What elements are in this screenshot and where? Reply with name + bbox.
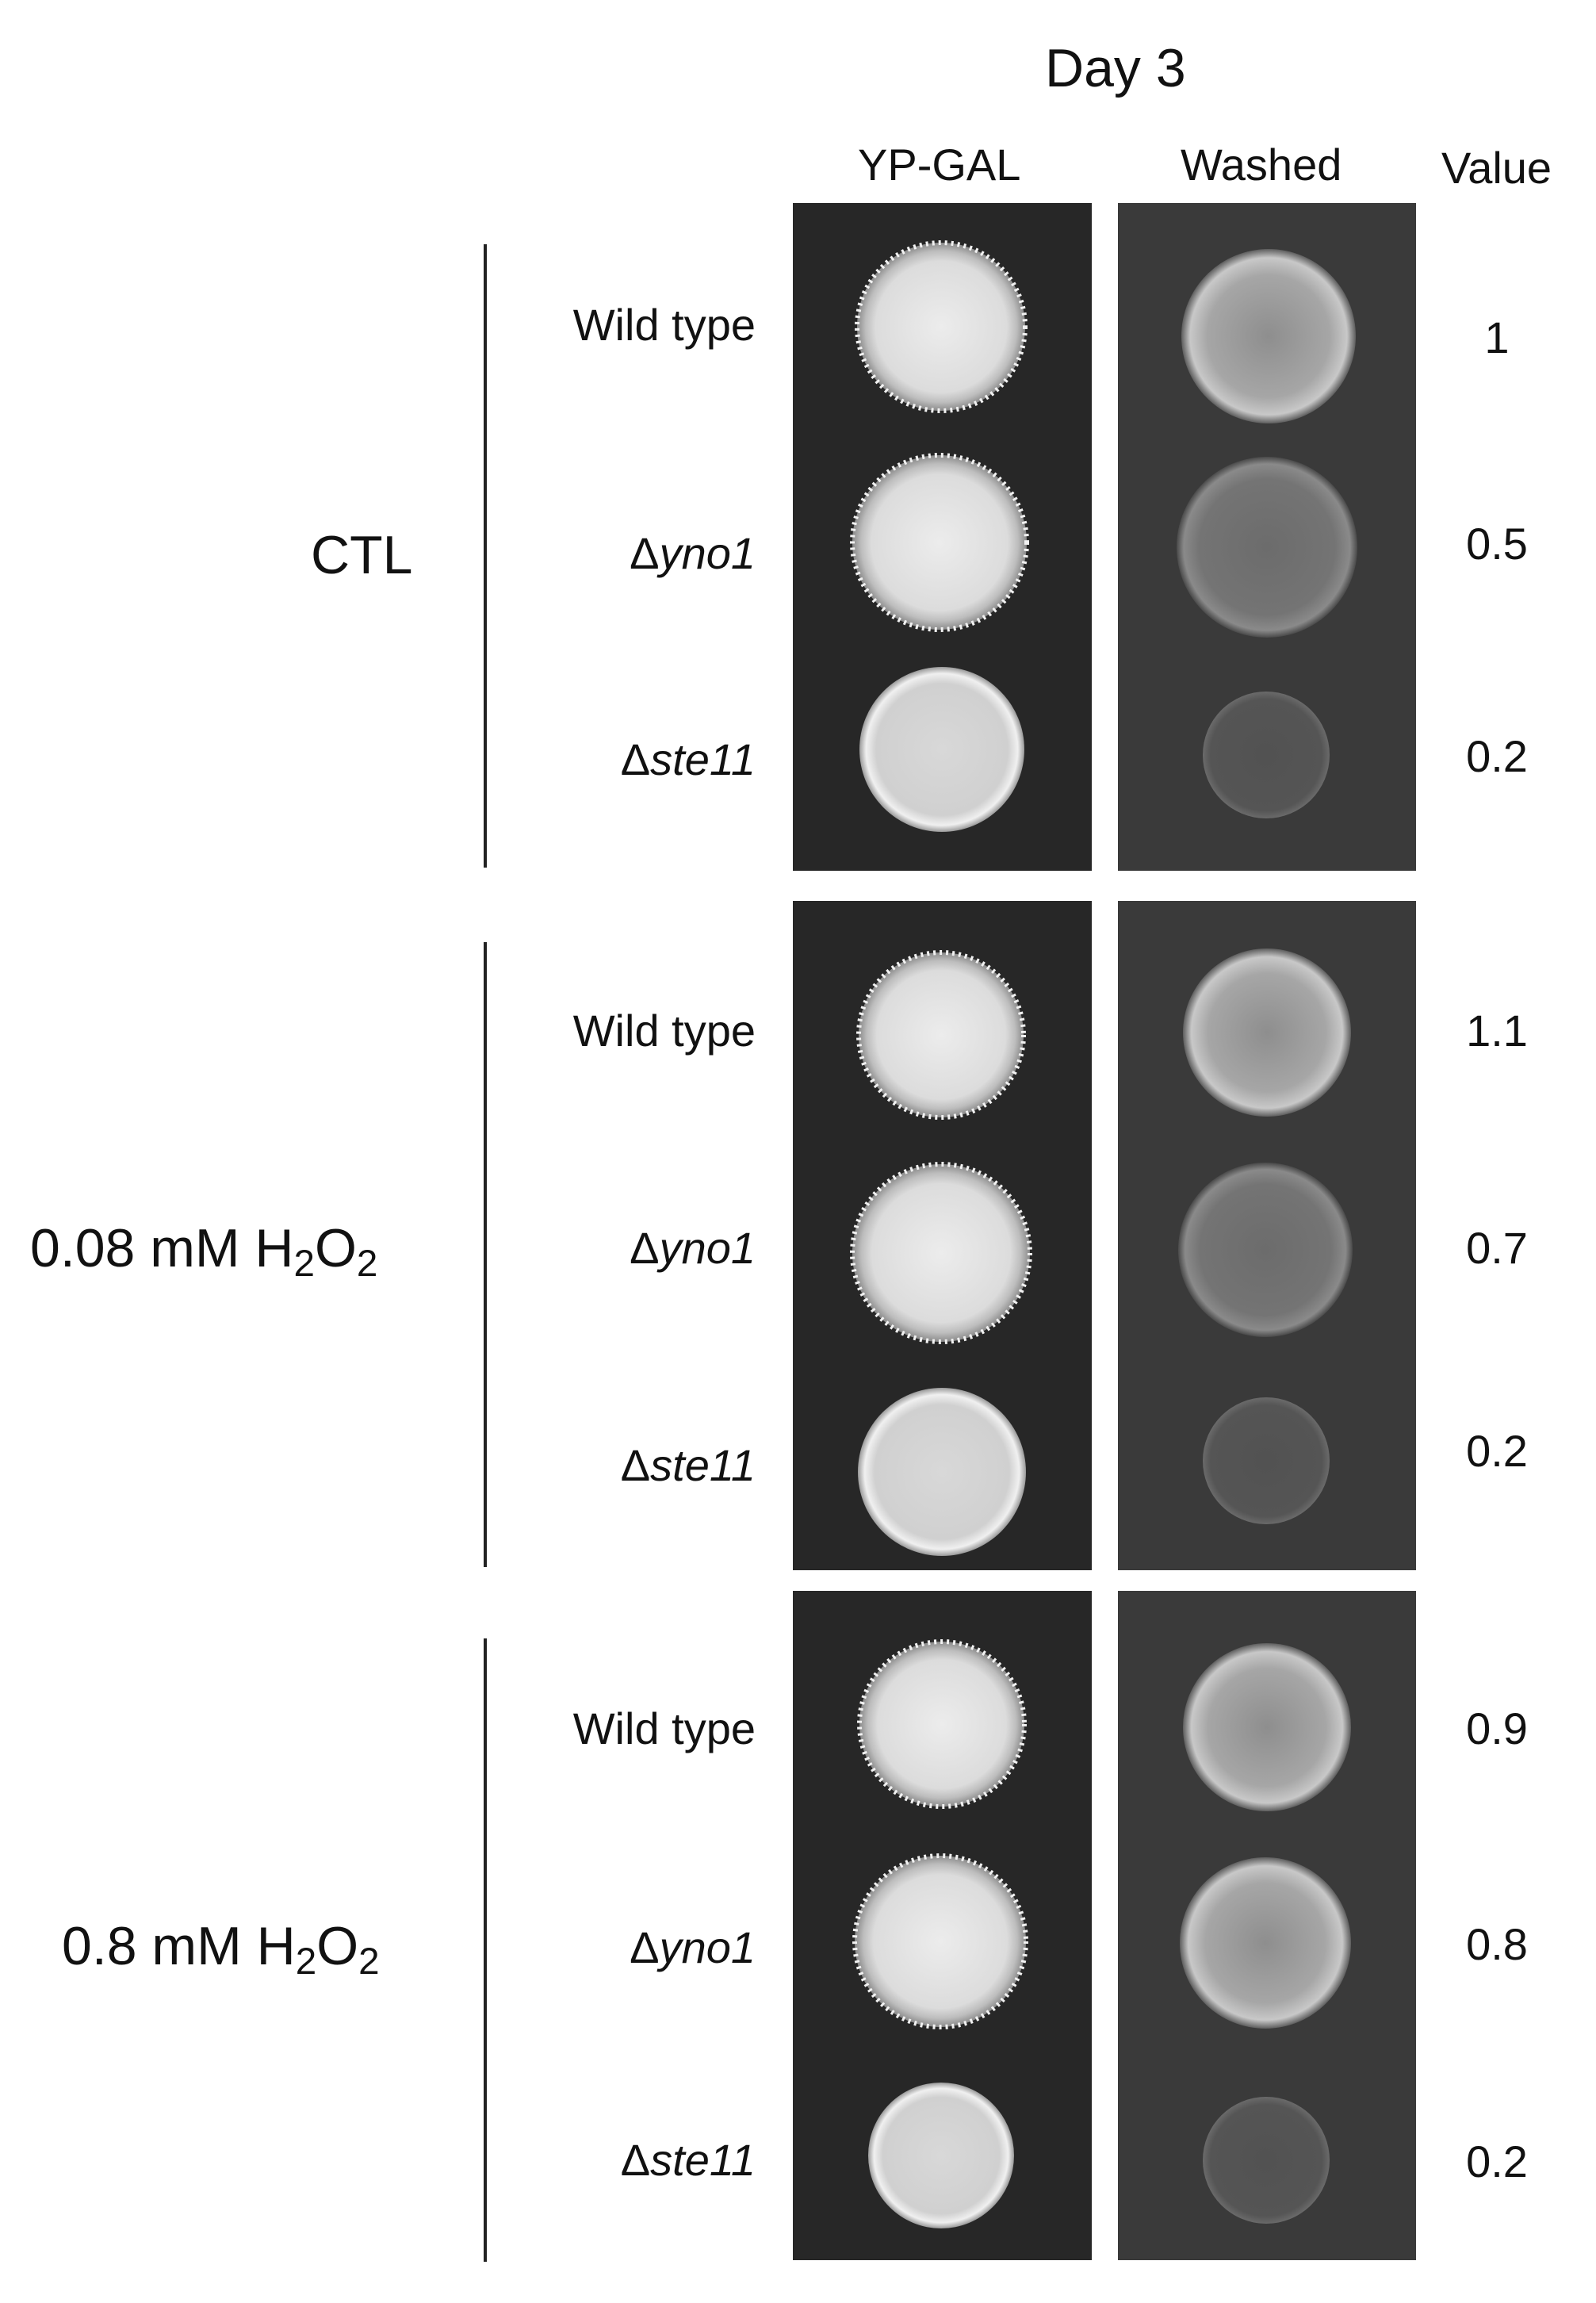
colony-spot xyxy=(855,240,1028,413)
strain-label: Δste11 xyxy=(620,1440,756,1490)
colony-spot xyxy=(1180,1857,1351,2029)
value-label: 0.7 xyxy=(1466,1223,1528,1273)
condition-label: 0.08 mM H2O2 xyxy=(30,1218,378,1285)
colony-spot xyxy=(850,1162,1032,1344)
column-header-value: Value xyxy=(1441,143,1552,193)
value-label: 0.2 xyxy=(1466,731,1528,781)
strain-label: Δyno1 xyxy=(630,1922,756,1972)
value-label: 0.2 xyxy=(1466,2136,1528,2186)
washed-plate-08 xyxy=(1118,1591,1416,2260)
value-label: 0.5 xyxy=(1466,519,1528,569)
condition-label: CTL xyxy=(311,525,413,585)
condition-label: 0.8 mM H2O2 xyxy=(62,1916,380,1983)
colony-spot xyxy=(1183,1643,1351,1811)
ypgal-plate-008 xyxy=(793,901,1092,1570)
colony-spot xyxy=(1181,249,1356,423)
washed-plate-008 xyxy=(1118,901,1416,1570)
colony-spot xyxy=(852,1853,1028,2029)
colony-spot xyxy=(1183,948,1351,1117)
group-bracket-line xyxy=(484,1638,487,2262)
strain-label: Δste11 xyxy=(620,2135,756,2185)
column-header-ypgal: YP-GAL xyxy=(858,140,1021,190)
washed-plate-ctl xyxy=(1118,203,1416,871)
strain-label: Wild type xyxy=(572,1006,756,1056)
strain-label: Wild type xyxy=(572,1703,756,1753)
colony-spot xyxy=(1203,2097,1330,2224)
figure-title: Day 3 xyxy=(1045,38,1186,98)
value-label: 0.2 xyxy=(1466,1426,1528,1476)
colony-spot xyxy=(850,453,1029,632)
colony-spot xyxy=(1177,457,1357,638)
colony-spot xyxy=(1178,1163,1353,1337)
ypgal-plate-ctl xyxy=(793,203,1092,871)
value-label: 0.8 xyxy=(1466,1919,1528,1969)
colony-spot xyxy=(859,667,1024,832)
group-bracket-line xyxy=(484,942,487,1567)
colony-spot xyxy=(1203,692,1330,818)
column-header-washed: Washed xyxy=(1181,140,1342,190)
value-label: 1.1 xyxy=(1466,1006,1528,1056)
group-bracket-line xyxy=(484,244,487,868)
value-label: 1 xyxy=(1484,312,1510,362)
ypgal-plate-08 xyxy=(793,1591,1092,2260)
colony-spot xyxy=(868,2083,1014,2228)
value-label: 0.9 xyxy=(1466,1703,1528,1753)
strain-label: Δyno1 xyxy=(630,528,756,578)
strain-label: Δyno1 xyxy=(630,1223,756,1273)
colony-spot xyxy=(856,950,1026,1120)
colony-spot xyxy=(858,1388,1026,1556)
colony-spot xyxy=(1203,1397,1330,1524)
colony-spot xyxy=(857,1639,1027,1809)
strain-label: Δste11 xyxy=(620,734,756,784)
strain-label: Wild type xyxy=(572,300,756,350)
